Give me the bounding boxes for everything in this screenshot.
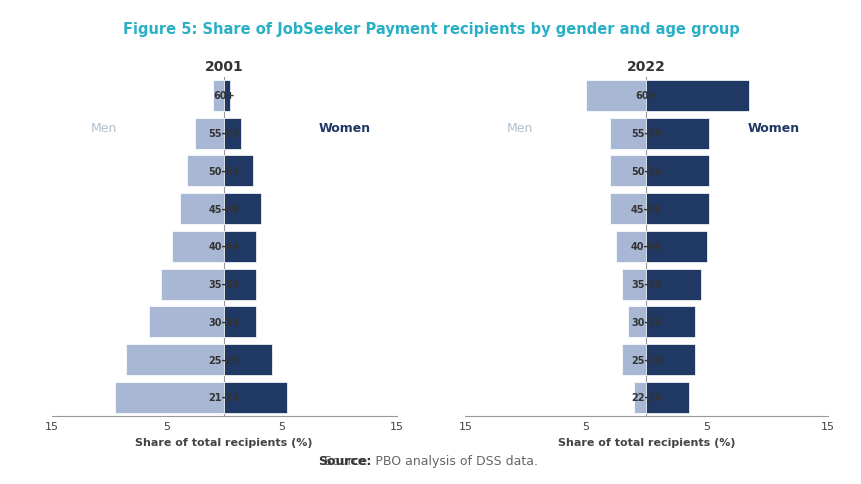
Bar bbox=[187, 156, 224, 187]
Text: 40-44: 40-44 bbox=[630, 242, 661, 252]
Bar bbox=[161, 269, 224, 300]
Bar bbox=[616, 231, 646, 262]
Text: Source:: Source: bbox=[318, 454, 371, 467]
Bar bbox=[646, 344, 694, 375]
Text: Women: Women bbox=[319, 122, 370, 135]
Text: Source: PBO analysis of DSS data.: Source: PBO analysis of DSS data. bbox=[324, 454, 537, 467]
Bar bbox=[634, 382, 646, 413]
Text: Women: Women bbox=[746, 122, 798, 135]
Bar bbox=[610, 194, 646, 225]
Text: 60+: 60+ bbox=[635, 91, 657, 101]
Bar bbox=[610, 119, 646, 150]
Title: 2022: 2022 bbox=[626, 60, 666, 74]
Bar bbox=[195, 119, 224, 150]
Text: Men: Men bbox=[90, 122, 116, 135]
Bar bbox=[646, 156, 709, 187]
Text: 30-34: 30-34 bbox=[630, 317, 661, 327]
Text: 25-29: 25-29 bbox=[630, 355, 661, 365]
Bar bbox=[610, 156, 646, 187]
Bar bbox=[224, 194, 261, 225]
Text: 21-24: 21-24 bbox=[208, 393, 239, 402]
Text: 22-24: 22-24 bbox=[630, 393, 661, 402]
Bar bbox=[646, 382, 688, 413]
Text: Figure 5: Share of JobSeeker Payment recipients by gender and age group: Figure 5: Share of JobSeeker Payment rec… bbox=[122, 22, 739, 37]
Text: 60+: 60+ bbox=[213, 91, 235, 101]
Bar bbox=[628, 307, 646, 337]
Text: 50-54: 50-54 bbox=[630, 166, 661, 177]
X-axis label: Share of total recipients (%): Share of total recipients (%) bbox=[557, 437, 734, 447]
Text: Men: Men bbox=[506, 122, 532, 135]
Bar bbox=[224, 382, 287, 413]
Bar bbox=[646, 307, 694, 337]
Text: 45-49: 45-49 bbox=[208, 204, 239, 214]
Title: 2001: 2001 bbox=[205, 60, 243, 74]
Bar bbox=[646, 119, 709, 150]
Bar bbox=[646, 231, 706, 262]
Bar bbox=[180, 194, 224, 225]
Text: 35-39: 35-39 bbox=[630, 279, 661, 289]
Bar bbox=[149, 307, 224, 337]
Bar bbox=[115, 382, 224, 413]
Bar bbox=[224, 119, 241, 150]
Text: 40-44: 40-44 bbox=[208, 242, 239, 252]
X-axis label: Share of total recipients (%): Share of total recipients (%) bbox=[135, 437, 313, 447]
Text: 35-39: 35-39 bbox=[208, 279, 239, 289]
Bar bbox=[224, 231, 256, 262]
Bar bbox=[213, 81, 224, 112]
Bar bbox=[622, 269, 646, 300]
Bar bbox=[224, 269, 256, 300]
Bar bbox=[172, 231, 224, 262]
Text: 45-49: 45-49 bbox=[630, 204, 661, 214]
Bar bbox=[224, 307, 256, 337]
Bar bbox=[224, 156, 252, 187]
Bar bbox=[127, 344, 224, 375]
Bar bbox=[585, 81, 646, 112]
Text: 50-54: 50-54 bbox=[208, 166, 239, 177]
Bar bbox=[224, 344, 272, 375]
Bar bbox=[646, 194, 709, 225]
Text: 55-59: 55-59 bbox=[208, 129, 239, 139]
Bar bbox=[646, 269, 700, 300]
Bar bbox=[646, 81, 748, 112]
Text: 30-34: 30-34 bbox=[208, 317, 239, 327]
Text: 55-59: 55-59 bbox=[630, 129, 661, 139]
Bar bbox=[622, 344, 646, 375]
Text: 25-29: 25-29 bbox=[208, 355, 239, 365]
Bar bbox=[224, 81, 230, 112]
